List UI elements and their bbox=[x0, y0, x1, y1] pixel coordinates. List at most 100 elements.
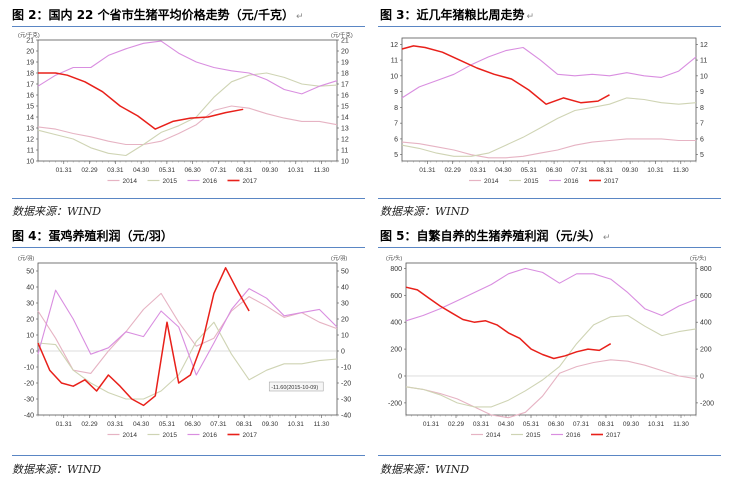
ytick-label-right: 10 bbox=[341, 159, 349, 166]
ytick-label-left: 200 bbox=[390, 347, 402, 354]
xtick-label: 01.31 bbox=[56, 167, 73, 174]
ytick-label-right: 0 bbox=[341, 349, 345, 356]
series-line-2014 bbox=[405, 359, 697, 419]
ytick-label-left: 13 bbox=[26, 126, 34, 133]
ytick-label-right: 11 bbox=[700, 58, 707, 65]
xtick-label: 10.31 bbox=[288, 167, 305, 174]
fig4-chart: (元/羽) (元/羽) -40 -40 -30 -30 -20 -20 -10 -10 0 0 10 10… bbox=[18, 255, 351, 439]
ytick-label-left: 600 bbox=[390, 293, 402, 300]
fig4-source-text: 数据来源：WIND bbox=[12, 463, 102, 476]
xtick-label: 09.30 bbox=[262, 421, 279, 428]
ytick-label-right: 8 bbox=[700, 105, 704, 112]
series-line-2014 bbox=[401, 138, 696, 159]
xtick-label: 02.29 bbox=[445, 167, 462, 174]
series-line-2016 bbox=[401, 46, 697, 99]
fig3-bottom-rule bbox=[378, 198, 721, 199]
ytick-label-right: 5 bbox=[700, 152, 704, 159]
ytick-label-left: 16 bbox=[26, 93, 34, 100]
plot-frame bbox=[37, 39, 338, 162]
fig3-title: 图 3：近几年猪粮比周走势 ↵ bbox=[380, 6, 534, 23]
xtick-label: 01.31 bbox=[56, 421, 73, 428]
ytick-label-right: 9 bbox=[700, 89, 704, 96]
fig3-source-text: 数据来源：WIND bbox=[380, 205, 470, 218]
fig4-source: 数据来源：WIND bbox=[12, 461, 101, 477]
ytick-label-right: 20 bbox=[341, 317, 349, 324]
unit-label-left: (元/千克) bbox=[18, 31, 40, 39]
ytick-label-left: 0 bbox=[398, 373, 402, 380]
ytick-label-right: 20 bbox=[341, 49, 349, 56]
ytick-label-left: 20 bbox=[26, 49, 34, 56]
xtick-label: 06.30 bbox=[546, 167, 563, 174]
fig2-title: 图 2：国内 22 个省市生猪平均价格走势（元/千克） ↵ bbox=[12, 6, 304, 23]
legend-label-2014: 2014 bbox=[484, 178, 499, 185]
legend-label-2017: 2017 bbox=[606, 432, 621, 439]
ytick-label-right: 7 bbox=[700, 121, 704, 128]
xtick-label: 02.29 bbox=[81, 167, 98, 174]
xtick-label: 05.31 bbox=[523, 421, 540, 428]
xtick-label: 03.31 bbox=[107, 167, 124, 174]
xtick-label: 05.31 bbox=[521, 167, 538, 174]
legend-label-2016: 2016 bbox=[566, 432, 581, 439]
ytick-label-right: -30 bbox=[341, 397, 351, 404]
ytick-label-left: 11 bbox=[391, 58, 398, 65]
fig2-chart: (元/千克) (元/千克) 10 10 11 11 12 12 13 13 14 14 15 15 16 16… bbox=[18, 31, 353, 185]
ytick-label-right: 6 bbox=[700, 136, 704, 143]
plot-frame bbox=[37, 262, 338, 416]
ytick-label-left: 10 bbox=[26, 159, 34, 166]
ytick-label-right: 14 bbox=[341, 115, 349, 122]
fig4-bottom-rule bbox=[12, 455, 365, 456]
ytick-label-left: 11 bbox=[27, 148, 34, 155]
series-line-2015 bbox=[405, 314, 697, 408]
ytick-label-right: 18 bbox=[341, 71, 349, 78]
ytick-label-left: 6 bbox=[394, 136, 398, 143]
series-line-2017 bbox=[37, 267, 250, 407]
series-line-2015 bbox=[37, 321, 338, 400]
ytick-label-right: 21 bbox=[341, 38, 349, 45]
legend-label-2017: 2017 bbox=[243, 178, 258, 185]
fig2-top-rule bbox=[12, 26, 365, 27]
legend-label-2014: 2014 bbox=[123, 178, 138, 185]
ytick-label-left: 800 bbox=[390, 266, 402, 273]
ytick-label-right: 400 bbox=[700, 320, 712, 327]
xtick-label: 09.30 bbox=[622, 167, 639, 174]
xtick-label: 08.31 bbox=[598, 421, 615, 428]
ytick-label-right: 19 bbox=[341, 60, 349, 67]
xtick-label: 03.31 bbox=[107, 421, 124, 428]
xtick-label: 07.31 bbox=[571, 167, 588, 174]
fig5-top-rule bbox=[378, 247, 721, 248]
return-mark: ↵ bbox=[602, 233, 611, 243]
plot-frame bbox=[401, 37, 697, 162]
fig2-source-text: 数据来源：WIND bbox=[12, 205, 102, 218]
fig3-source: 数据来源：WIND bbox=[380, 203, 469, 219]
series-line-2016 bbox=[405, 267, 697, 322]
xtick-label: 04.30 bbox=[498, 421, 515, 428]
unit-label-left: (元/羽) bbox=[18, 255, 34, 262]
ytick-label-right: 10 bbox=[700, 73, 708, 80]
xtick-label: 10.31 bbox=[647, 167, 664, 174]
ytick-label-left: 21 bbox=[26, 38, 34, 45]
fig5-chart: (元/头) (元/头) -200 -200 0 0 200 200 400 400 600 600 80… bbox=[386, 254, 714, 439]
xtick-label: 09.30 bbox=[262, 167, 279, 174]
xtick-label: 10.31 bbox=[648, 421, 665, 428]
ytick-label-left: -20 bbox=[24, 381, 34, 388]
legend-label-2014: 2014 bbox=[123, 432, 138, 439]
ytick-label-left: 0 bbox=[30, 349, 34, 356]
ytick-label-left: 18 bbox=[26, 71, 34, 78]
xtick-label: 02.29 bbox=[448, 421, 465, 428]
legend-label-2014: 2014 bbox=[486, 432, 501, 439]
fig2-source: 数据来源：WIND bbox=[12, 203, 101, 219]
ytick-label-left: 15 bbox=[26, 104, 34, 111]
ytick-label-right: 50 bbox=[341, 269, 349, 276]
ytick-label-right: 200 bbox=[700, 347, 712, 354]
unit-label-right: (元/千克) bbox=[331, 31, 353, 39]
xtick-label: 11.30 bbox=[314, 421, 330, 428]
xtick-label: 03.31 bbox=[473, 421, 490, 428]
legend-label-2015: 2015 bbox=[524, 178, 539, 185]
xtick-label: 08.31 bbox=[236, 167, 253, 174]
xtick-label: 06.30 bbox=[548, 421, 565, 428]
return-mark: ↵ bbox=[295, 12, 304, 22]
series-line-2016 bbox=[37, 40, 338, 95]
xtick-label: 08.31 bbox=[597, 167, 614, 174]
annotation-label: -11.60(2015-10-09) bbox=[271, 385, 318, 391]
fig5-source: 数据来源：WIND bbox=[380, 461, 469, 477]
